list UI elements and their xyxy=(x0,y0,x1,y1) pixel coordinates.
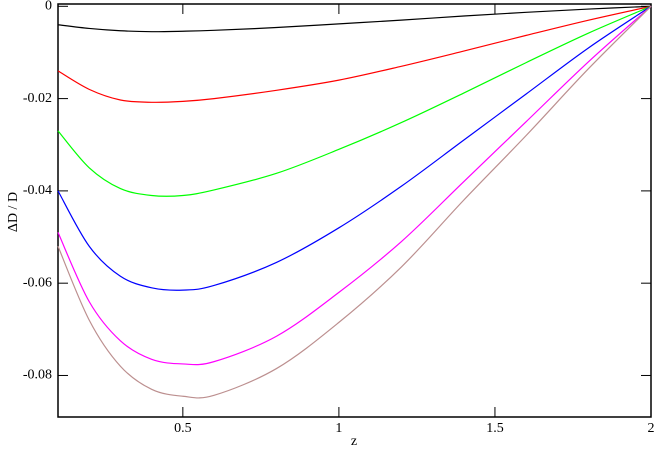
series-line xyxy=(57,5,652,103)
y-tick-label: -0.02 xyxy=(23,91,52,106)
y-tick-label: -0.04 xyxy=(23,183,52,198)
series-line xyxy=(57,5,652,399)
x-tick-label: 1 xyxy=(335,421,342,436)
y-axis-label: ΔD / D xyxy=(6,192,21,232)
series-line xyxy=(57,5,652,291)
x-axis-label: z xyxy=(351,434,357,449)
plot-frame xyxy=(57,3,652,418)
series-line xyxy=(57,5,652,197)
x-tick-label: 0.5 xyxy=(174,421,192,436)
x-tick-label: 2 xyxy=(648,421,654,436)
y-tick-label: -0.06 xyxy=(23,275,52,290)
y-tick-label: -0.08 xyxy=(23,368,52,383)
x-tick-label: 1.5 xyxy=(486,421,504,436)
y-tick-label: 0 xyxy=(45,0,52,14)
series-line xyxy=(57,5,652,33)
series-line xyxy=(57,5,652,366)
